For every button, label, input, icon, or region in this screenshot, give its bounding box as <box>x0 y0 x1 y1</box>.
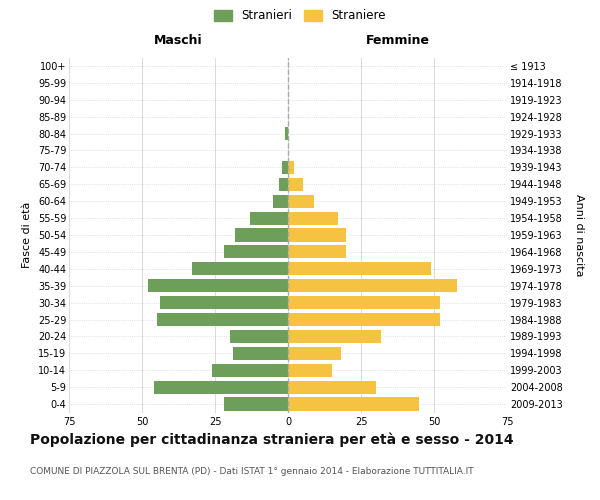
Bar <box>212 364 288 377</box>
Bar <box>288 398 419 410</box>
Bar <box>235 228 288 241</box>
Bar <box>288 313 440 326</box>
Bar <box>288 380 376 394</box>
Bar <box>250 212 288 224</box>
Bar <box>288 296 440 309</box>
Bar <box>154 380 288 394</box>
Bar <box>288 246 346 258</box>
Bar <box>157 313 288 326</box>
Text: COMUNE DI PIAZZOLA SUL BRENTA (PD) - Dati ISTAT 1° gennaio 2014 - Elaborazione T: COMUNE DI PIAZZOLA SUL BRENTA (PD) - Dat… <box>30 468 473 476</box>
Bar <box>274 194 288 208</box>
Bar <box>279 178 288 191</box>
Text: Femmine: Femmine <box>365 34 430 48</box>
Bar <box>191 262 288 276</box>
Bar <box>148 279 288 292</box>
Bar <box>288 194 314 208</box>
Bar <box>288 330 382 343</box>
Bar <box>282 161 288 174</box>
Text: Maschi: Maschi <box>154 34 203 48</box>
Bar <box>285 127 288 140</box>
Text: Popolazione per cittadinanza straniera per età e sesso - 2014: Popolazione per cittadinanza straniera p… <box>30 432 514 447</box>
Y-axis label: Anni di nascita: Anni di nascita <box>574 194 584 276</box>
Bar <box>288 262 431 276</box>
Bar <box>224 246 288 258</box>
Bar <box>160 296 288 309</box>
Bar <box>288 364 332 377</box>
Legend: Stranieri, Straniere: Stranieri, Straniere <box>211 6 389 26</box>
Bar <box>288 346 341 360</box>
Y-axis label: Fasce di età: Fasce di età <box>22 202 32 268</box>
Bar <box>288 279 457 292</box>
Bar <box>288 212 338 224</box>
Bar <box>288 228 346 241</box>
Bar <box>224 398 288 410</box>
Bar <box>288 161 294 174</box>
Bar <box>233 346 288 360</box>
Bar <box>288 178 302 191</box>
Bar <box>230 330 288 343</box>
